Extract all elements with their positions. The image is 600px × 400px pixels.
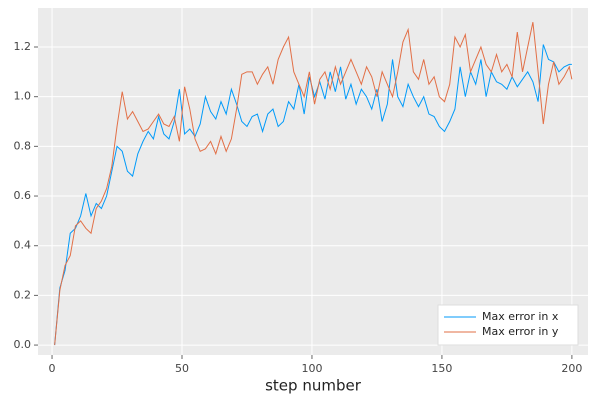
- x-tick-label: 0: [49, 362, 56, 375]
- x-tick-label: 200: [561, 362, 582, 375]
- x-tick-label: 50: [175, 362, 189, 375]
- x-tick-label: 100: [301, 362, 322, 375]
- y-tick-label: 0.8: [14, 139, 32, 152]
- y-tick-label: 0.2: [14, 288, 32, 301]
- y-tick-label: 0.6: [14, 189, 32, 202]
- legend-box: [437, 304, 579, 346]
- y-tick-label: 1.0: [14, 90, 32, 103]
- x-tick-label: 150: [431, 362, 452, 375]
- y-tick-label: 1.2: [14, 40, 32, 53]
- x-axis-label: step number: [265, 377, 362, 395]
- series-line: [54, 22, 573, 346]
- legend-label: Max error in x: [482, 310, 559, 323]
- y-tick-label: 0.4: [14, 239, 32, 252]
- y-tick-label: 0.0: [14, 338, 32, 351]
- plot-area: [38, 8, 588, 355]
- series-line: [54, 44, 572, 346]
- legend-label: Max error in y: [482, 325, 559, 338]
